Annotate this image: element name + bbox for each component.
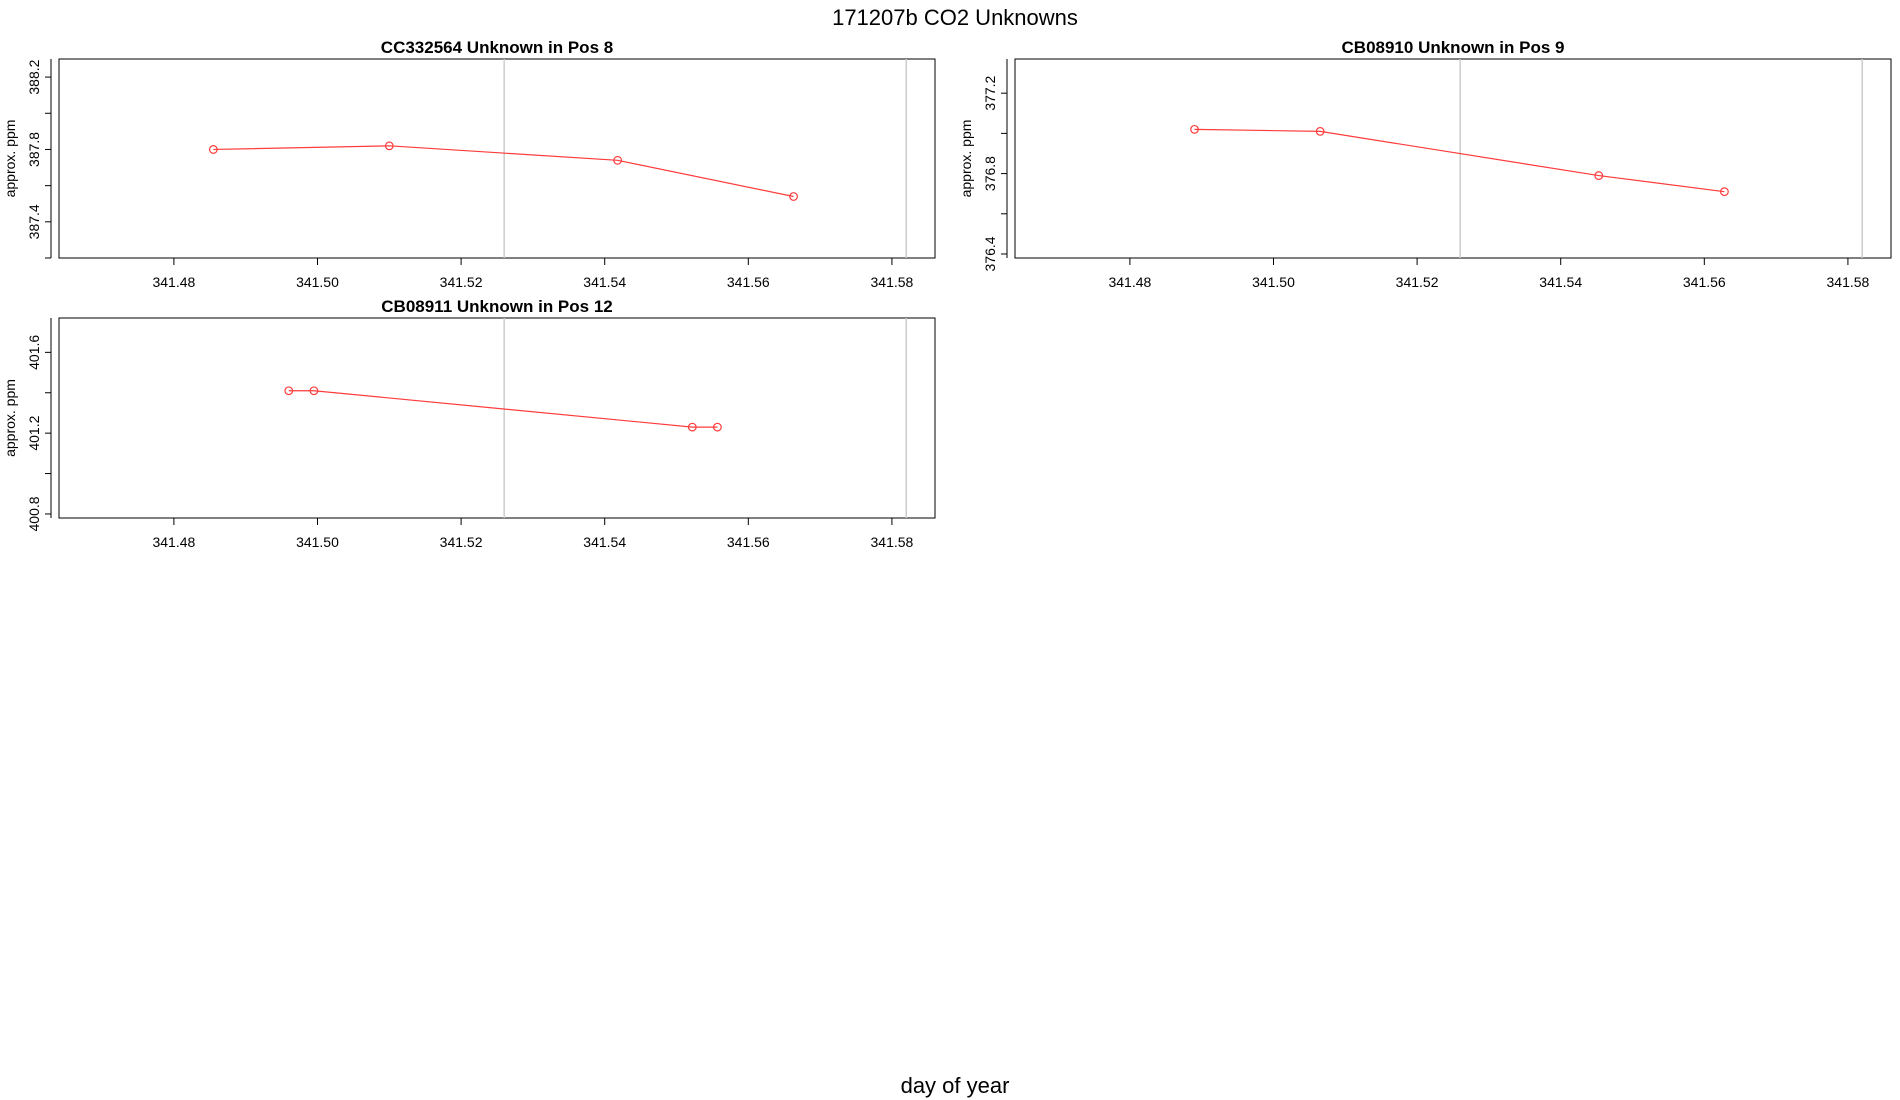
data-point (309, 386, 319, 396)
x-axis-label: day of year (901, 1073, 1010, 1098)
x-tick-label: 341.56 (727, 274, 770, 290)
page-title: 171207b CO2 Unknowns (832, 5, 1078, 30)
x-tick-label: 341.50 (296, 534, 339, 550)
panel-title: CB08910 Unknown in Pos 9 (1342, 38, 1565, 57)
x-tick-label: 341.50 (1252, 274, 1295, 290)
y-axis-label: approx. ppm (958, 120, 974, 198)
series-line (1194, 128, 1725, 193)
x-tick-label: 341.54 (583, 534, 626, 550)
x-tick-label: 341.48 (152, 534, 195, 550)
data-point (789, 192, 798, 201)
y-tick-label: 376.8 (982, 156, 998, 191)
x-tick-label: 341.58 (871, 534, 914, 550)
data-point (1720, 187, 1729, 197)
chart-panel-1: CC332564 Unknown in Pos 8 341.48 341.50 341… (2, 38, 936, 290)
plot-frame (1014, 58, 1892, 259)
y-tick-label: 401.2 (26, 415, 42, 450)
panel-title: CC332564 Unknown in Pos 8 (381, 38, 613, 57)
plot-frame (58, 317, 936, 519)
x-tick-label: 341.56 (1683, 274, 1726, 290)
y-tick-label: 387.8 (26, 132, 42, 167)
y-tick-label: 377.2 (982, 75, 998, 110)
x-tick-label: 341.52 (440, 274, 483, 290)
x-tick-label: 341.56 (727, 534, 770, 550)
x-tick-label: 341.54 (1539, 274, 1582, 290)
series-line (288, 390, 718, 428)
x-tick-label: 341.58 (1827, 274, 1870, 290)
x-tick-label: 341.48 (152, 274, 195, 290)
x-tick-label: 341.48 (1108, 274, 1151, 290)
x-tick-label: 341.52 (1396, 274, 1439, 290)
y-axis-label: approx. ppm (2, 379, 18, 457)
x-tick-label: 341.50 (296, 274, 339, 290)
data-point (613, 155, 623, 165)
data-point (208, 145, 218, 154)
data-point (384, 141, 394, 151)
y-tick-label: 400.8 (26, 496, 42, 531)
y-tick-label: 401.6 (26, 335, 42, 370)
x-tick-label: 341.52 (440, 534, 483, 550)
y-tick-label: 387.4 (26, 204, 42, 239)
data-point (687, 422, 697, 432)
x-tick-label: 341.54 (583, 274, 626, 290)
panel-title: CB08911 Unknown in Pos 12 (381, 297, 612, 316)
data-point (284, 386, 294, 396)
series-line (213, 145, 794, 198)
data-point (1594, 171, 1604, 180)
chart-panel-3: CB08911 Unknown in Pos 12 341.48 341.50 341… (2, 297, 936, 550)
y-axis-label: approx. ppm (2, 120, 18, 198)
y-tick-label: 376.4 (982, 236, 998, 271)
data-point (1190, 124, 1199, 134)
data-point (713, 422, 722, 432)
chart-panels: CC332564 Unknown in Pos 8 341.48 341.50 341… (2, 38, 1892, 550)
x-tick-label: 341.58 (871, 274, 914, 290)
plot-frame (58, 58, 936, 259)
data-point (1315, 126, 1325, 136)
chart-panel-2: CB08910 Unknown in Pos 9 341.48 341.50 341.… (958, 38, 1892, 290)
y-tick-label: 388.2 (26, 59, 42, 94)
